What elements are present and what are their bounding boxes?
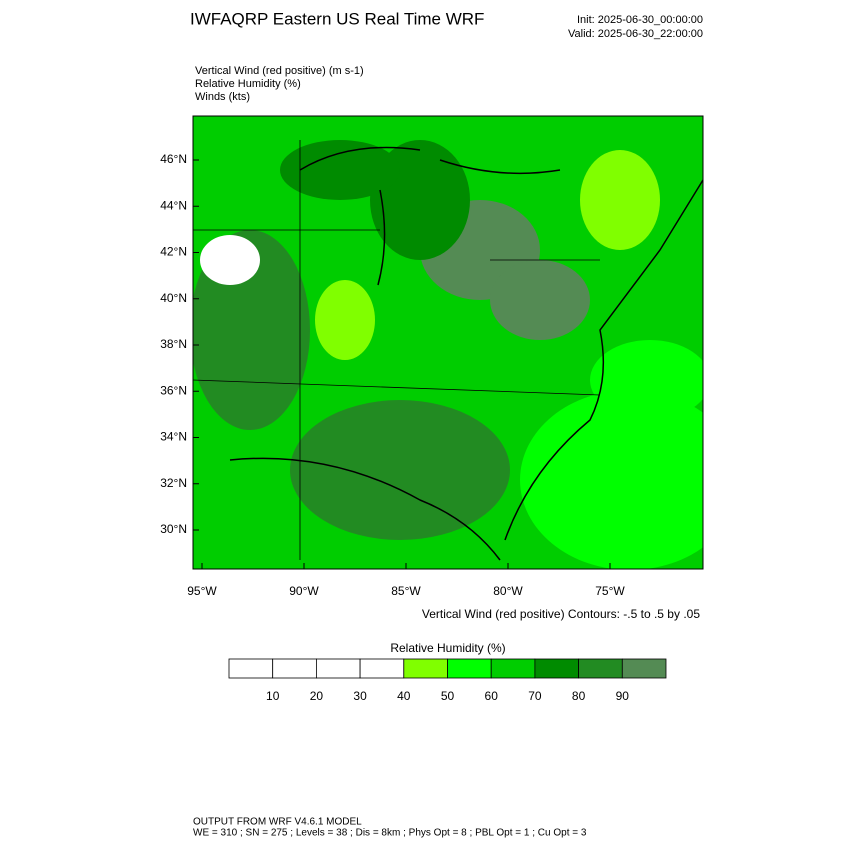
colorbar-box <box>578 658 623 679</box>
colorbar-label: 10 <box>266 689 280 703</box>
colorbar-box <box>534 658 580 679</box>
colorbar-label: 80 <box>572 689 586 703</box>
field-label: Vertical Wind (red positive) (m s-1) <box>195 65 364 77</box>
lon-label: 80°W <box>493 584 523 598</box>
colorbar-title: Relative Humidity (%) <box>390 641 505 655</box>
field-label: Relative Humidity (%) <box>195 78 301 90</box>
lon-label: 95°W <box>187 584 217 598</box>
colorbar-label: 90 <box>616 689 630 703</box>
lat-label: 36°N <box>160 383 187 397</box>
valid-time: Valid: 2025-06-30_22:00:00 <box>568 28 703 40</box>
colorbar-box <box>403 658 448 679</box>
lon-labels: 95°W 90°W 85°W 80°W 75°W <box>187 563 625 598</box>
colorbar-box <box>315 658 361 679</box>
colorbar-label: 40 <box>397 689 411 703</box>
lat-label: 38°N <box>160 337 187 351</box>
lat-label: 46°N <box>160 152 187 166</box>
colorbar-box <box>272 658 317 679</box>
contour-note: Vertical Wind (red positive) Contours: -… <box>422 607 700 621</box>
colorbar-label: 50 <box>441 689 455 703</box>
colorbar-label: 60 <box>485 689 499 703</box>
lat-label: 34°N <box>160 430 187 444</box>
lon-label: 85°W <box>391 584 421 598</box>
map-frame <box>192 115 704 570</box>
footer-line: WE = 310 ; SN = 275 ; Levels = 38 ; Dis … <box>193 828 587 839</box>
lat-labels: 46°N 44°N 42°N 40°N 38°N 36°N 34°N 32°N 30°N <box>160 152 199 536</box>
colorbar-box <box>621 658 667 679</box>
colorbar-label: 30 <box>353 689 367 703</box>
lat-label: 32°N <box>160 476 187 490</box>
colorbar-box <box>447 658 492 679</box>
footer-line: OUTPUT FROM WRF V4.6.1 MODEL <box>193 817 362 828</box>
lon-label: 75°W <box>595 584 625 598</box>
init-time: Init: 2025-06-30_00:00:00 <box>577 14 703 26</box>
colorbar: 10 20 30 40 50 60 70 80 90 <box>228 658 667 703</box>
title: IWFAQRP Eastern US Real Time WRF <box>190 9 484 28</box>
lat-label: 30°N <box>160 522 187 536</box>
lat-label: 42°N <box>160 245 187 259</box>
colorbar-label: 20 <box>310 689 324 703</box>
colorbar-box <box>490 658 536 679</box>
lat-label: 40°N <box>160 291 187 305</box>
colorbar-box <box>359 658 405 679</box>
colorbar-label: 70 <box>528 689 542 703</box>
map-field <box>193 116 703 569</box>
colorbar-box <box>228 658 274 679</box>
lon-label: 90°W <box>289 584 319 598</box>
field-label: Winds (kts) <box>195 91 250 103</box>
lat-label: 44°N <box>160 198 187 212</box>
